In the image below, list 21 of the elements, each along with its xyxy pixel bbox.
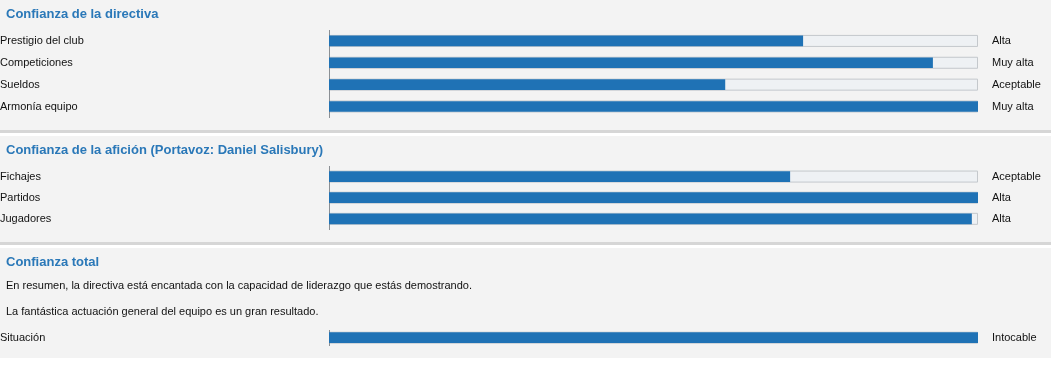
y-tick-label: Jugadores (0, 211, 52, 224)
y-tick-label: Situación (0, 330, 46, 343)
y2-tick-label: Muy alta (992, 55, 1035, 68)
text: Confianza total (6, 253, 100, 269)
text: Confianza de la directiva (6, 5, 160, 21)
y-tick-label: Prestigio del club (0, 33, 84, 46)
y-tick-label: Sueldos (0, 77, 41, 90)
y-tick-label: Armonía equipo (0, 99, 78, 112)
text: La fantástica actuación general del equipo es un gran resultado. (6, 305, 319, 318)
y2-tick-label: Intocable (992, 330, 1037, 343)
text: Confianza de la afición (Portavoz: Daniel Salisbury) (6, 141, 324, 157)
y-tick-label: Competiciones (0, 55, 74, 68)
text: En resumen, la directiva está encantada con la capacidad de liderazgo que estás demostrando. (6, 279, 472, 292)
y-tick-label: Partidos (0, 190, 41, 203)
y2-tick-label: Alta (992, 33, 1012, 46)
y2-tick-label: Muy alta (992, 99, 1035, 112)
y2-tick-label: Alta (992, 211, 1012, 224)
y-tick-label: Fichajes (0, 169, 42, 182)
y2-tick-label: Alta (992, 190, 1012, 203)
y2-tick-label: Aceptable (992, 77, 1041, 90)
y2-tick-label: Aceptable (992, 169, 1041, 182)
